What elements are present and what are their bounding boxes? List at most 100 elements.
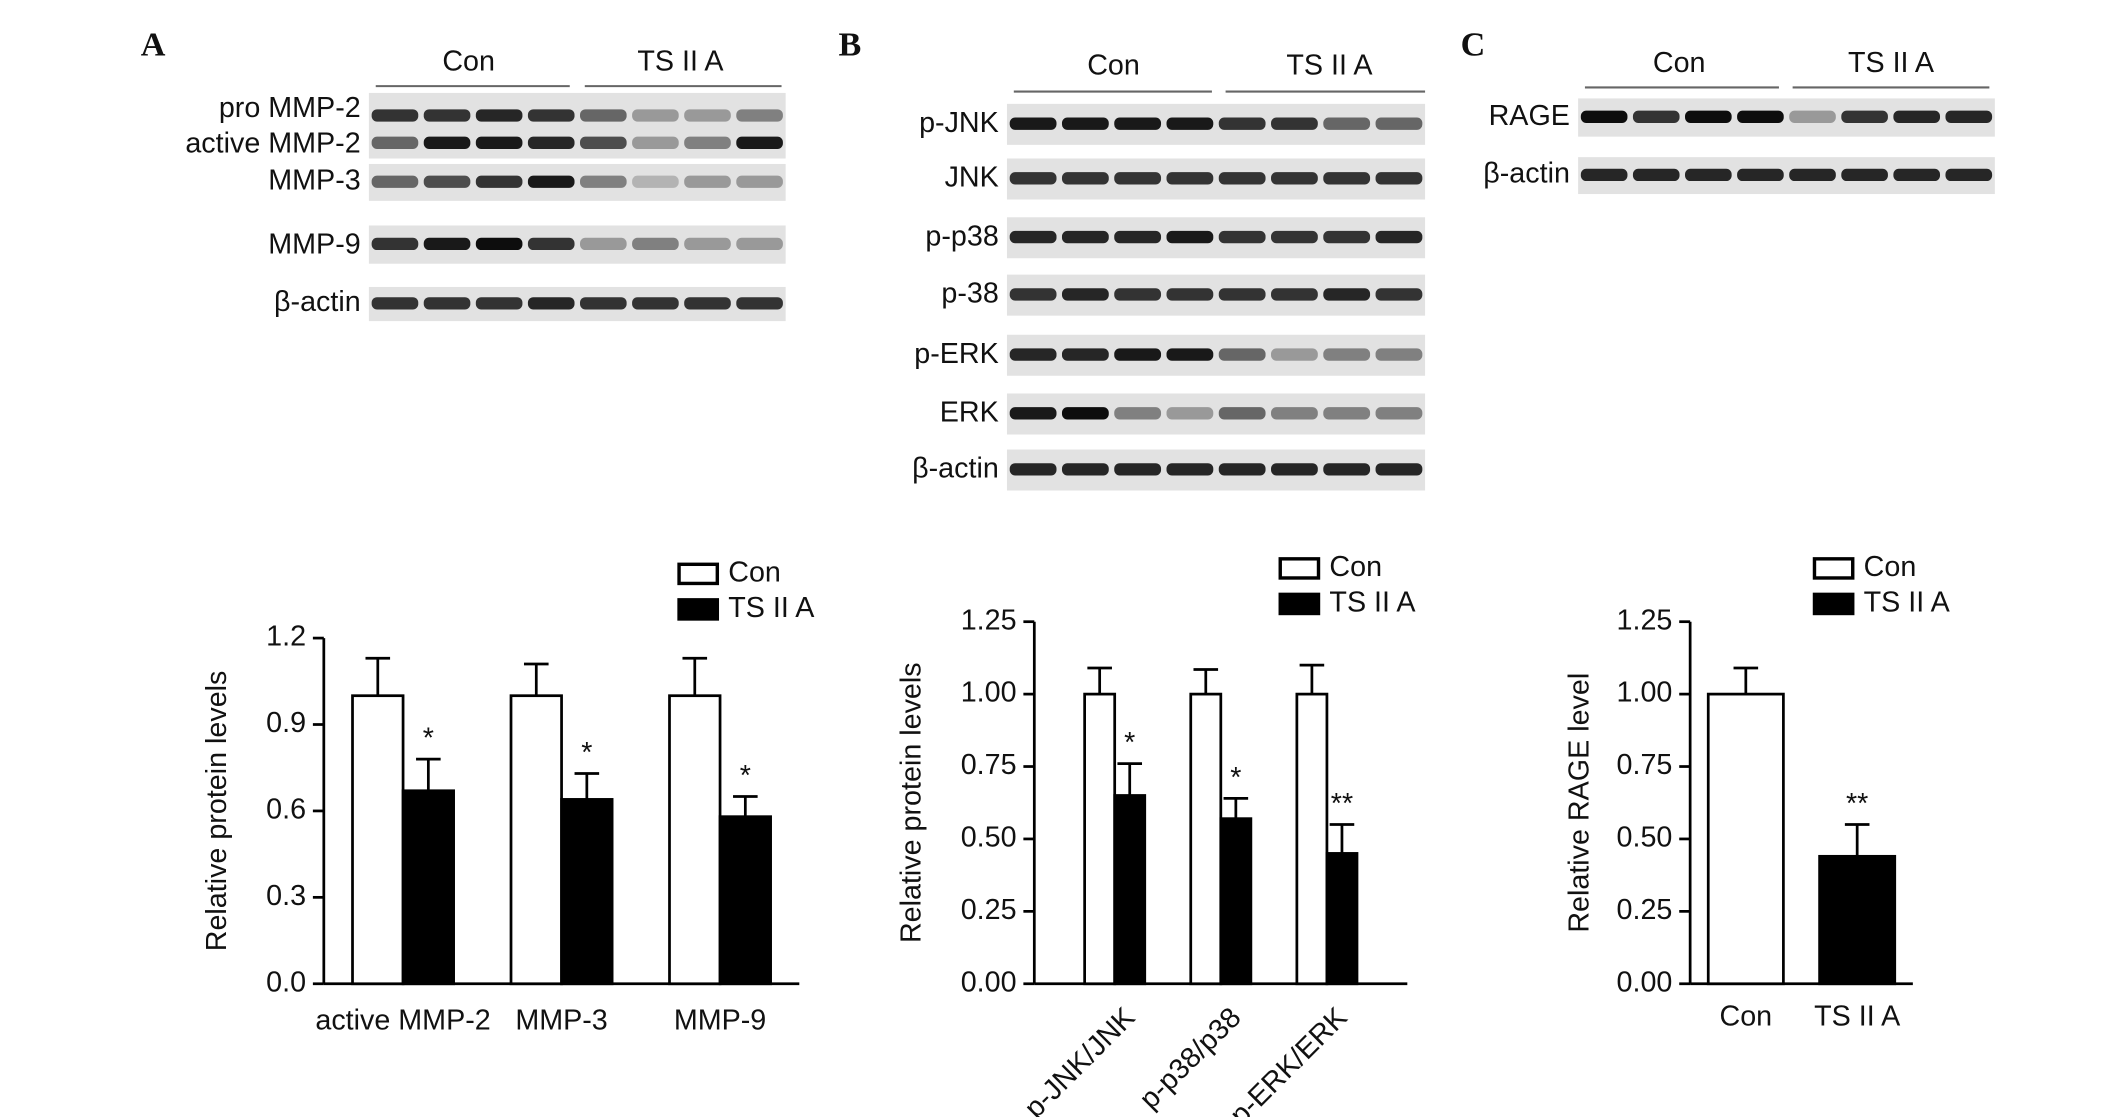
group-label: Con — [1653, 47, 1706, 79]
group-label: TS II A — [1848, 47, 1935, 79]
blot-band — [1009, 463, 1057, 476]
bar — [1083, 692, 1117, 986]
significance: ** — [1331, 788, 1353, 820]
blot-band — [1271, 230, 1318, 244]
legend-label: TS II A — [728, 592, 815, 624]
error-bar — [416, 757, 441, 791]
blot-band — [1580, 110, 1628, 123]
blot-band — [736, 109, 783, 122]
blot-band — [1114, 230, 1162, 244]
bar — [718, 815, 772, 986]
blot-band — [736, 297, 783, 310]
error-bar — [523, 662, 549, 696]
blot-band — [1737, 168, 1784, 182]
blot-band — [580, 136, 627, 149]
error-bar — [1329, 823, 1355, 854]
legend-swatch — [677, 562, 720, 586]
blot-band — [1323, 288, 1371, 301]
x-tick-label: p-JNK/JNK — [1018, 1002, 1141, 1117]
panel-letter: C — [1461, 27, 1486, 64]
blot-band — [1375, 288, 1423, 301]
blot-band — [1323, 348, 1371, 361]
blot-band — [632, 297, 679, 310]
legend-swatch — [677, 598, 720, 621]
blot-band — [1166, 288, 1214, 301]
y-tick-label: 0.00 — [1617, 966, 1673, 998]
y-tick-label: 0.00 — [961, 966, 1017, 998]
blot-band — [1061, 172, 1109, 185]
blot-band — [1218, 463, 1266, 476]
blot-band — [423, 237, 471, 251]
error-bar — [682, 656, 708, 696]
bar — [1325, 852, 1359, 986]
blot-band — [423, 297, 471, 310]
legend-label: TS II A — [1329, 587, 1416, 619]
y-tick-label: 1.2 — [266, 621, 306, 653]
bar — [1818, 854, 1897, 986]
blot-band — [475, 175, 523, 188]
blot-band — [580, 237, 627, 251]
blot-band — [632, 175, 679, 188]
bar — [1113, 794, 1147, 986]
blot-band — [1789, 110, 1836, 123]
blot-band — [1009, 230, 1057, 244]
blot-band — [1218, 407, 1266, 420]
blot-band — [1841, 110, 1888, 123]
blot-band — [1218, 288, 1266, 301]
blot-band — [684, 109, 731, 122]
bar — [1189, 692, 1223, 986]
bar — [351, 694, 405, 986]
y-tick-label: 0.75 — [1617, 749, 1673, 781]
blot-band — [1218, 230, 1266, 244]
significance: * — [423, 723, 434, 755]
blot-band — [1009, 172, 1057, 185]
y-tick-label: 0.3 — [266, 880, 306, 912]
blot-band — [371, 175, 419, 188]
blot-band — [1061, 230, 1109, 244]
blot-band — [736, 237, 783, 251]
blot-band — [1009, 407, 1057, 420]
legend-swatch — [1812, 592, 1855, 616]
y-tick-label: 0.6 — [266, 794, 306, 826]
group-label: Con — [1087, 50, 1140, 82]
blot-band — [1166, 172, 1214, 185]
blot-band — [684, 297, 731, 310]
blot-band — [1061, 463, 1109, 476]
blot-band — [1271, 117, 1318, 130]
error-bar — [1844, 823, 1870, 857]
blot-band — [1893, 110, 1941, 123]
blot-band — [1271, 407, 1318, 420]
blot-band — [1375, 463, 1423, 476]
x-tick-label: p-p38/p38 — [1134, 1002, 1248, 1116]
group-label: TS II A — [1286, 50, 1373, 82]
row-label: active MMP-2 — [185, 127, 360, 159]
legend-swatch — [1278, 592, 1321, 616]
blot-band — [1114, 288, 1162, 301]
error-bar — [1193, 668, 1219, 695]
row-label: p-38 — [941, 278, 998, 310]
blot-band — [1632, 110, 1680, 123]
group-label: Con — [442, 45, 495, 77]
blot-band — [1632, 168, 1680, 182]
blot-band — [684, 237, 731, 251]
blot-band — [1061, 288, 1109, 301]
x-tick-label: MMP-3 — [515, 1005, 607, 1037]
blot-band — [423, 109, 471, 122]
y-axis-label: Relative protein levels — [895, 662, 927, 943]
blot-band — [371, 297, 419, 310]
blot-band — [1166, 230, 1214, 244]
blot-band — [1166, 407, 1214, 420]
x-tick-label: active MMP-2 — [315, 1005, 490, 1037]
blot-band — [580, 109, 627, 122]
blot-band — [1009, 348, 1057, 361]
row-label: β-actin — [912, 453, 999, 485]
blot-band — [1580, 168, 1628, 182]
row-label: MMP-9 — [268, 229, 360, 261]
bar — [509, 694, 563, 986]
blot-band — [684, 175, 731, 188]
panel-letter: A — [141, 27, 166, 64]
blot-band — [580, 175, 627, 188]
bar — [1706, 692, 1785, 986]
blot-band — [1009, 288, 1057, 301]
significance: * — [740, 760, 751, 792]
